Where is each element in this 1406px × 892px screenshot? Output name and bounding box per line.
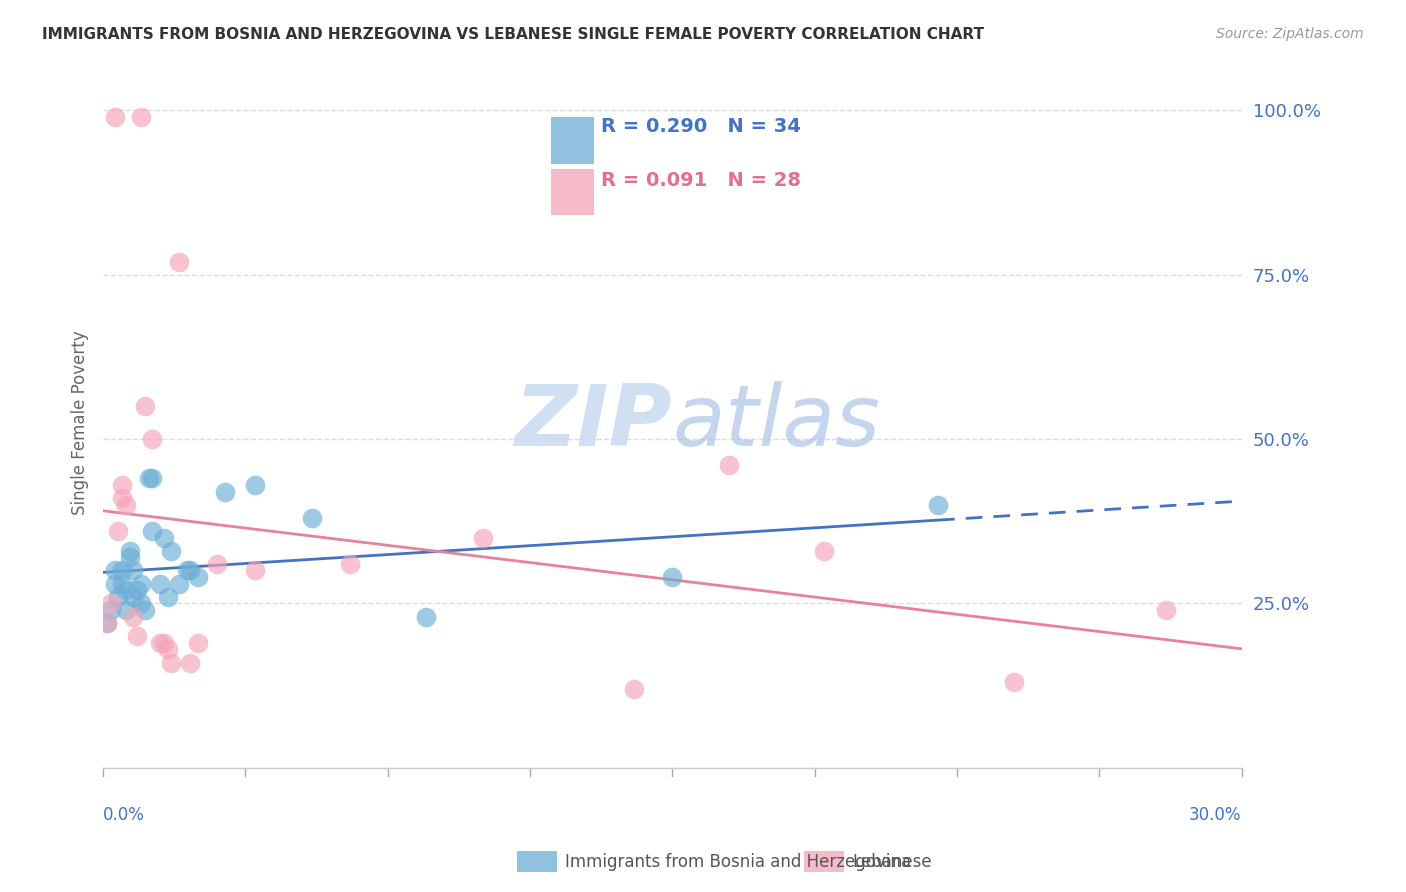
Text: 0.0%: 0.0% (103, 805, 145, 823)
Point (214, 484, 236, 499)
Point (623, 681, 645, 696)
Point (122, 564, 145, 578)
Point (111, 491, 134, 505)
Point (1002, 675, 1025, 690)
Point (103, 564, 125, 578)
Y-axis label: Single Female Poverty: Single Female Poverty (72, 330, 89, 515)
Point (115, 603, 138, 617)
Point (471, 531, 494, 545)
Point (153, 531, 176, 545)
Point (100, 603, 122, 617)
Text: Immigrants from Bosnia and Herzegovina: Immigrants from Bosnia and Herzegovina (565, 853, 911, 871)
Point (96, 616, 118, 631)
Text: Source: ZipAtlas.com: Source: ZipAtlas.com (1216, 27, 1364, 41)
Point (111, 564, 134, 578)
Point (187, 570, 209, 584)
Point (103, 576, 125, 591)
Point (243, 564, 266, 578)
Point (122, 590, 145, 604)
Point (176, 564, 198, 578)
Point (118, 543, 141, 558)
Point (96, 616, 118, 631)
Point (129, 576, 152, 591)
Point (661, 570, 683, 584)
Point (129, 110, 152, 124)
Point (127, 629, 149, 643)
Point (179, 564, 201, 578)
Point (339, 557, 361, 571)
Point (100, 596, 122, 610)
Point (141, 471, 163, 485)
Point (205, 557, 228, 571)
Point (134, 399, 156, 413)
FancyBboxPatch shape (551, 169, 593, 216)
Point (111, 478, 134, 492)
Point (813, 543, 835, 558)
Text: IMMIGRANTS FROM BOSNIA AND HERZEGOVINA VS LEBANESE SINGLE FEMALE POVERTY CORRELA: IMMIGRANTS FROM BOSNIA AND HERZEGOVINA V… (42, 27, 984, 42)
Text: R = 0.091   N = 28: R = 0.091 N = 28 (600, 170, 800, 190)
Point (127, 583, 149, 598)
Point (141, 524, 163, 538)
Point (415, 609, 437, 624)
Point (129, 596, 152, 610)
Point (927, 498, 949, 512)
Point (149, 576, 172, 591)
Text: 30.0%: 30.0% (1189, 805, 1241, 823)
Point (1154, 603, 1177, 617)
Text: Lebanese: Lebanese (852, 853, 932, 871)
Point (118, 550, 141, 565)
Point (103, 110, 125, 124)
Point (138, 471, 160, 485)
Point (107, 524, 129, 538)
Point (115, 498, 138, 512)
Point (179, 656, 201, 670)
Point (167, 254, 190, 268)
Point (111, 576, 134, 591)
Point (115, 583, 138, 598)
Point (301, 511, 323, 525)
FancyBboxPatch shape (551, 117, 593, 164)
Point (243, 478, 266, 492)
Point (134, 603, 156, 617)
Point (167, 576, 190, 591)
Point (153, 636, 176, 650)
Point (156, 642, 179, 657)
Point (122, 609, 145, 624)
Point (160, 656, 183, 670)
Text: atlas: atlas (672, 381, 880, 464)
Point (107, 590, 129, 604)
Point (149, 636, 172, 650)
Point (718, 458, 741, 473)
Point (187, 636, 209, 650)
Point (156, 590, 179, 604)
Text: R = 0.290   N = 34: R = 0.290 N = 34 (600, 118, 800, 136)
Point (141, 432, 163, 446)
Text: ZIP: ZIP (515, 381, 672, 464)
Point (160, 543, 183, 558)
